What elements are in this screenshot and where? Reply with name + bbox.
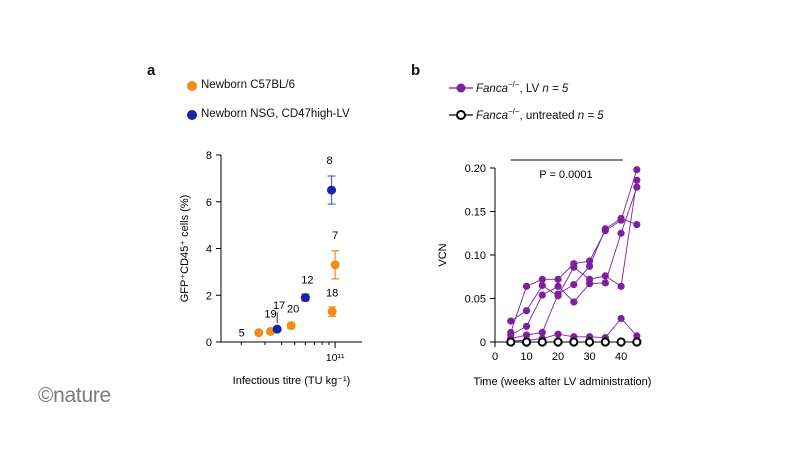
panel-a-point-label: 17 [273, 300, 285, 312]
legend-marker-untreated [449, 108, 473, 122]
panel-b-lv-point [601, 225, 609, 233]
panel-b-untreated-point [553, 337, 563, 347]
panel-b-xtick-label: 10 [520, 351, 532, 363]
panel-b-lv-point [522, 331, 531, 339]
panel-a-point-label: 19 [264, 308, 276, 320]
legend-label-c57bl6: Newborn C57BL/6 [201, 79, 295, 91]
panel-b-letter: b [411, 62, 421, 79]
panel-b-lv-point [554, 330, 562, 338]
panel-b-lv-point [570, 263, 578, 271]
panel-b-untreated-point [521, 337, 532, 347]
panel-b-untreated-point [600, 337, 610, 347]
panel-b-lv-point [601, 279, 609, 287]
panel-b-untreated-point [506, 337, 516, 347]
panel-a-xtick-label: 10¹¹ [326, 352, 345, 364]
panel-b-xtick-label: 20 [552, 351, 564, 363]
panel-b-ytick-label: 0.05 [465, 294, 486, 306]
nature-watermark: ©nature [38, 384, 111, 407]
panel-b-ylabel: VCN [437, 243, 449, 266]
panel-a-point-label: 18 [326, 288, 338, 300]
panel-a-point [286, 321, 296, 331]
panel-a-ytick-label: 6 [206, 197, 212, 209]
panel-a-point [327, 307, 337, 317]
panel-b-lv-point [538, 328, 546, 337]
panel-b-xlabel: Time (weeks after LV administration) [474, 376, 652, 388]
panel-b-ytick-label: 0 [480, 337, 486, 349]
panel-b-lv-point [633, 332, 641, 340]
panel-a-letter: a [147, 62, 156, 79]
panel-b-untreated-point [616, 337, 626, 347]
panel-b-lv-line [510, 169, 638, 333]
panel-b-lv-point [633, 183, 641, 191]
panel-a-point [327, 185, 337, 195]
legend-marker-c57bl6 [185, 79, 199, 93]
panel-b-lv-point [617, 314, 625, 323]
panel-b-lv-point [522, 282, 531, 290]
panel-a-ytick-label: 8 [206, 150, 212, 162]
panel-b-lv-point [617, 214, 625, 223]
panel-b-lv-point [633, 166, 641, 174]
panel-b-lv-point [554, 290, 562, 298]
panel-a-point-label: 12 [301, 275, 313, 287]
panel-b-xtick-label: 30 [583, 351, 595, 363]
panel-b-lv-point [633, 176, 641, 184]
legend-label-untreated: Fanca−/−, untreated n = 5 [476, 107, 604, 122]
panel-a-point [254, 328, 264, 338]
panel-b-lv-point [507, 317, 515, 325]
panel-a-point-label: 7 [332, 230, 338, 242]
legend-marker-nsg [185, 108, 199, 122]
legend-label-nsg: Newborn NSG, CD47high-LV [201, 108, 350, 120]
panel-a-point-label: 8 [326, 155, 332, 167]
panel-a-point [272, 324, 282, 334]
panel-b-lv-point [585, 280, 594, 288]
panel-b-lv-point [633, 220, 641, 229]
panel-b-lv-point [617, 282, 625, 290]
panel-a-xlabel: Infectious titre (TU kg⁻¹) [233, 375, 351, 387]
legend-label-lv: Fanca−/−, LV n = 5 [476, 80, 569, 95]
panel-b-ytick-label: 0.20 [465, 163, 486, 175]
panel-b-lv-point [570, 298, 578, 306]
panel-a-point [300, 293, 310, 303]
panel-a-point-label: 20 [287, 304, 299, 316]
panel-b-p-value: P = 0.0001 [539, 169, 592, 181]
panel-a-ytick-label: 4 [206, 244, 212, 256]
panel-b-xtick-label: 0 [492, 351, 498, 363]
panel-b-lv-point [538, 275, 546, 283]
panel-b-untreated-point [632, 337, 642, 347]
panel-b-lv-point [538, 281, 546, 290]
panel-b-lv-point [538, 291, 546, 299]
panel-a-ylabel: GFP⁺CD45⁺ cells (%) [179, 195, 191, 303]
panel-a-point-label: 5 [239, 328, 245, 340]
panel-b-lv-point [570, 280, 578, 289]
panel-a-point [330, 260, 340, 270]
legend-marker-lv [449, 81, 473, 95]
panel-b-ytick-label: 0.15 [465, 207, 486, 219]
panel-b-untreated-point [584, 337, 595, 347]
panel-b-ytick-label: 0.10 [465, 250, 486, 262]
panel-b-lv-point [522, 307, 531, 315]
panel-b-untreated-point [537, 337, 547, 347]
panel-b-xtick-label: 40 [615, 351, 627, 363]
panel-b-lv-point [585, 262, 594, 270]
panel-a-ytick-label: 2 [206, 290, 212, 302]
panel-b-lv-point [617, 229, 625, 237]
panel-b-untreated-point [569, 337, 579, 347]
panel-a-ytick-label: 0 [206, 337, 212, 349]
panel-b-lv-point [522, 322, 531, 330]
panel-b-lv-point [554, 282, 562, 290]
panel-b-lv-point [554, 275, 562, 283]
